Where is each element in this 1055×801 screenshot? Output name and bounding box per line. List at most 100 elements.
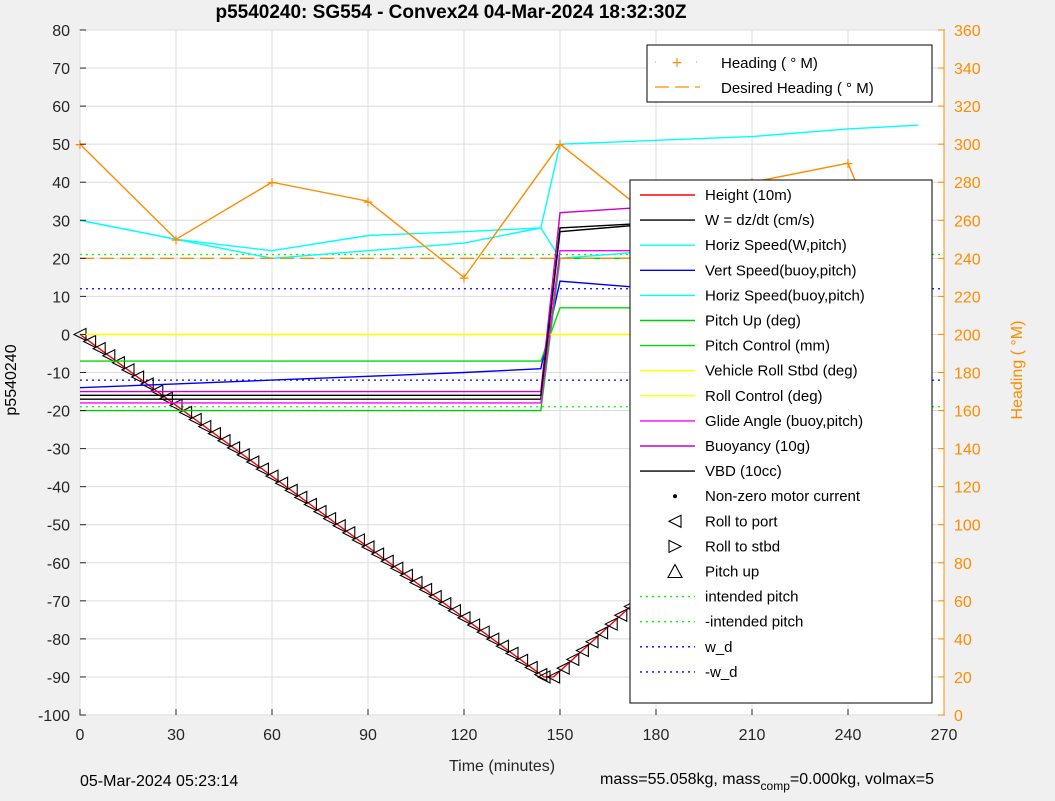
right-y-axis-ticks: 3603403203002802602402202001801601401201… xyxy=(938,23,981,725)
roll-to-port-marker xyxy=(575,643,589,658)
roll-to-port-marker xyxy=(264,469,279,484)
roll-to-port-marker xyxy=(111,355,125,370)
left-y-tick-label: -10 xyxy=(47,366,70,383)
x-tick-label: 180 xyxy=(643,727,670,744)
heading-legend-label: Heading ( ° M) xyxy=(721,55,818,72)
x-axis-ticks: 0 30 60 90 120 150 180 210 240 270 xyxy=(76,709,957,744)
right-y-tick-label: 20 xyxy=(954,670,972,687)
series-line-12 xyxy=(79,143,920,335)
right-y-tick-label: 280 xyxy=(954,175,981,192)
desired-heading-legend-label: Desired Heading ( ° M) xyxy=(721,80,874,97)
roll-to-port-marker xyxy=(207,426,221,441)
heading-legend: + Heading ( ° M) Desired Heading ( ° M) xyxy=(646,44,933,103)
heading-point: + xyxy=(266,175,278,191)
roll-to-port-marker xyxy=(427,589,442,604)
footer-mass-prefix: mass=55.058kg, mass xyxy=(600,771,761,788)
roll-to-port-marker xyxy=(312,504,327,519)
right-y-tick-label: 160 xyxy=(954,404,981,421)
x-tick-label: 150 xyxy=(547,727,574,744)
right-y-tick-label: 260 xyxy=(954,213,981,230)
roll-to-port-marker xyxy=(418,582,433,597)
heading-legend-plus: + xyxy=(671,55,683,71)
chart-title: p5540240: SG554 - Convex24 04-Mar-2024 1… xyxy=(215,2,686,23)
roll-to-port-marker xyxy=(389,561,404,576)
left-y-tick-label: -60 xyxy=(47,556,70,573)
legend-label: Buoyancy (10g) xyxy=(705,438,810,455)
x-tick-label: 60 xyxy=(263,727,281,744)
roll-to-port-marker xyxy=(514,653,529,668)
legend-label: -w_d xyxy=(705,664,738,681)
legend-label: Horiz Speed(W,pitch) xyxy=(705,237,847,254)
heading-point: + xyxy=(362,194,374,210)
left-y-tick-label: -90 xyxy=(47,670,70,687)
legend-label: Roll to port xyxy=(705,513,778,530)
left-y-axis-ticks: 80 70 60 50 40 30 20 10 0 -10 -20 -30 -40 -50 -60 -70 -8… xyxy=(38,23,86,725)
roll-to-port-marker xyxy=(399,568,413,583)
x-tick-label: 120 xyxy=(451,727,478,744)
roll-to-port-marker xyxy=(613,608,628,623)
legend-label: Pitch Control (mm) xyxy=(705,338,830,355)
roll-to-port-marker xyxy=(504,646,519,661)
roll-to-port-marker xyxy=(533,667,548,682)
left-y-tick-label: -40 xyxy=(47,480,70,497)
legend-label: Vert Speed(buoy,pitch) xyxy=(705,262,856,279)
heading-point: + xyxy=(842,156,854,172)
left-y-tick-label: 80 xyxy=(52,23,70,40)
heading-point: + xyxy=(74,137,86,153)
roll-to-port-marker xyxy=(120,362,135,377)
roll-to-port-marker xyxy=(351,533,365,547)
roll-to-port-marker xyxy=(235,448,250,462)
roll-to-port-marker xyxy=(283,483,298,498)
roll-to-port-marker xyxy=(584,634,599,649)
left-y-tick-label: -100 xyxy=(38,708,70,725)
right-y-tick-label: 200 xyxy=(954,327,981,344)
roll-to-port-marker xyxy=(447,603,461,618)
roll-to-port-marker xyxy=(187,412,202,427)
legend-label: Non-zero motor current xyxy=(705,488,861,505)
roll-to-port-marker xyxy=(555,661,570,676)
right-y-tick-label: 360 xyxy=(954,23,981,40)
roll-to-port-marker xyxy=(379,554,394,569)
legend-label: Roll to stbd xyxy=(705,538,780,555)
main-legend-box xyxy=(629,179,933,704)
right-y-tick-label: 340 xyxy=(954,61,981,78)
heading-legend-box xyxy=(646,44,933,103)
right-y-tick-label: 180 xyxy=(954,366,981,383)
x-tick-label: 210 xyxy=(739,727,766,744)
legend-label: w_d xyxy=(704,639,733,656)
left-y-tick-label: -50 xyxy=(47,518,70,535)
legend-marker xyxy=(673,494,677,499)
roll-to-port-marker xyxy=(370,547,385,562)
right-y-tick-label: 0 xyxy=(954,708,963,725)
roll-to-port-marker xyxy=(255,462,269,476)
roll-to-port-marker xyxy=(466,618,481,632)
right-y-tick-label: 120 xyxy=(954,480,981,497)
right-y-tick-label: 220 xyxy=(954,289,981,306)
roll-to-port-marker xyxy=(546,670,561,684)
right-y-tick-label: 80 xyxy=(954,556,972,573)
legend-label: -intended pitch xyxy=(705,614,803,631)
main-legend: Height (10m) W = dz/dt (cm/s) Horiz Speed(… xyxy=(629,179,933,704)
legend-label: Roll Control (deg) xyxy=(705,388,823,405)
roll-to-port-marker xyxy=(331,518,346,533)
roll-to-port-marker xyxy=(485,632,500,647)
roll-to-port-marker xyxy=(437,596,452,611)
left-y-tick-label: 70 xyxy=(52,61,70,78)
roll-to-port-marker xyxy=(565,652,580,667)
footer-mass-info: mass=55.058kg, masscomp=0.000kg, volmax=… xyxy=(600,771,1055,793)
roll-to-port-marker xyxy=(274,476,289,491)
left-y-tick-label: 20 xyxy=(52,251,70,268)
legend-marker xyxy=(668,539,683,554)
left-y-tick-label: 10 xyxy=(52,289,70,306)
footer-mass-suffix: =0.000kg, volmax=5 xyxy=(789,771,934,788)
left-y-tick-label: 30 xyxy=(52,213,70,230)
left-y-tick-label: 0 xyxy=(61,327,70,344)
roll-to-port-marker xyxy=(226,440,241,455)
left-y-tick-label: 40 xyxy=(52,175,70,192)
right-y-tick-label: 300 xyxy=(954,137,981,154)
right-y-tick-label: 100 xyxy=(954,518,981,535)
roll-to-port-marker xyxy=(322,511,337,526)
left-y-tick-label: -30 xyxy=(47,442,70,459)
roll-to-port-marker xyxy=(360,540,375,554)
